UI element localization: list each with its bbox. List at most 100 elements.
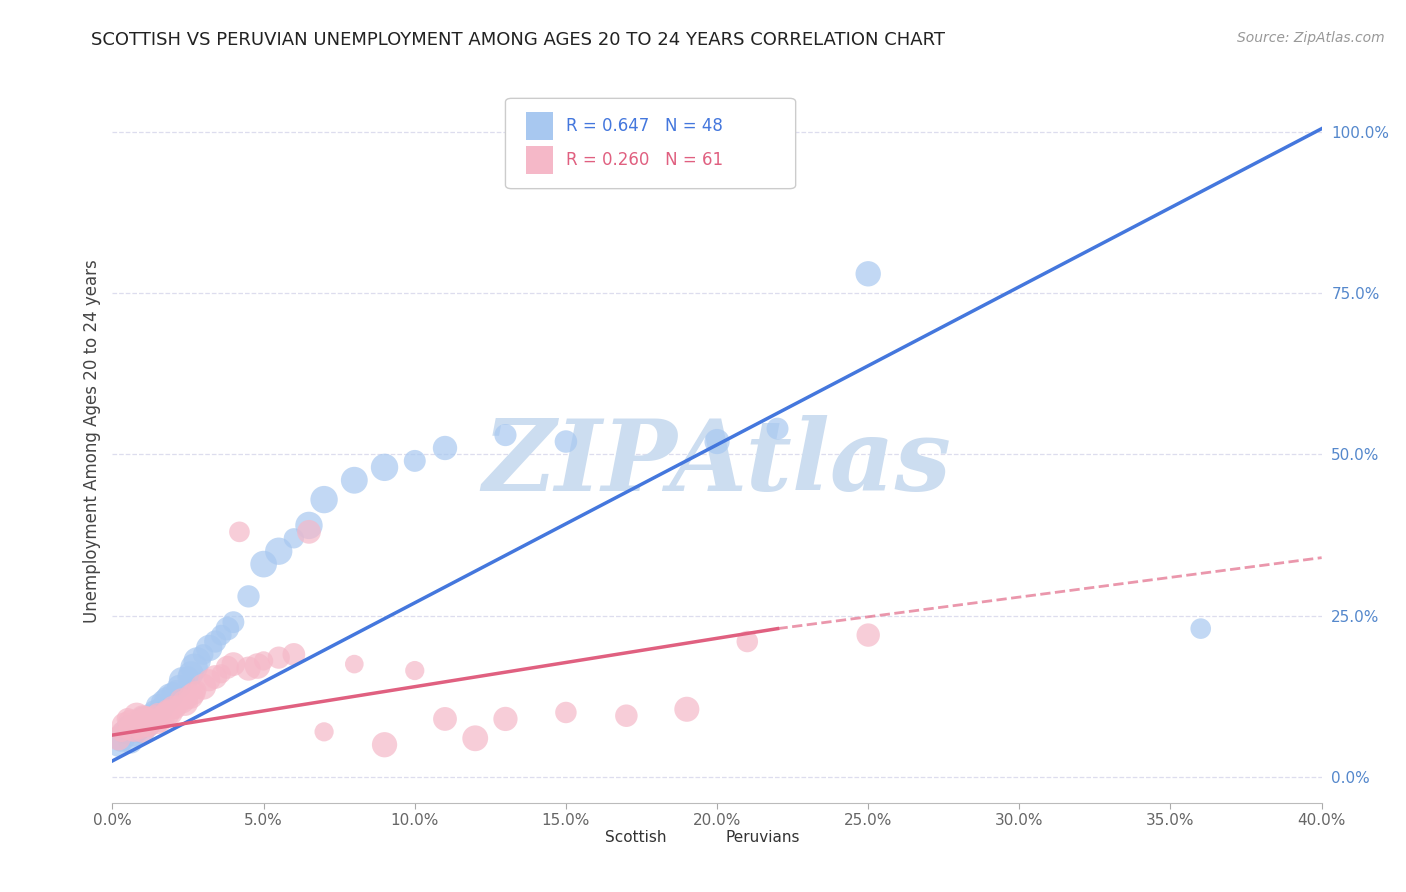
Point <box>156 702 179 716</box>
Point <box>404 454 426 468</box>
Text: Source: ZipAtlas.com: Source: ZipAtlas.com <box>1237 31 1385 45</box>
Point <box>222 657 245 672</box>
FancyBboxPatch shape <box>526 112 553 140</box>
FancyBboxPatch shape <box>526 145 553 174</box>
Point <box>156 706 179 721</box>
Point <box>143 708 166 723</box>
Point <box>107 738 129 752</box>
Point <box>138 720 160 734</box>
Point <box>314 724 336 739</box>
Point <box>114 718 136 732</box>
Point <box>125 722 148 736</box>
Point <box>135 708 157 723</box>
Point <box>186 654 208 668</box>
Point <box>298 524 321 539</box>
Point <box>128 715 150 730</box>
Point <box>737 634 759 648</box>
Point <box>238 662 260 676</box>
Point <box>204 634 226 648</box>
Point <box>177 692 200 706</box>
Point <box>217 622 239 636</box>
Point <box>554 706 576 720</box>
Point <box>706 434 728 449</box>
Point <box>183 686 205 700</box>
Point <box>141 708 163 723</box>
Point <box>138 711 160 725</box>
Point <box>433 441 456 455</box>
Point <box>122 728 145 742</box>
Point <box>128 722 150 736</box>
Point <box>283 531 305 545</box>
Point <box>766 422 789 436</box>
Point <box>253 557 276 571</box>
Point <box>495 428 517 442</box>
Point <box>153 696 176 710</box>
Text: Peruvians: Peruvians <box>725 830 800 845</box>
Point <box>204 670 226 684</box>
Point <box>153 711 176 725</box>
Point <box>162 700 184 714</box>
Point <box>117 718 139 732</box>
Point <box>374 460 396 475</box>
Point <box>495 712 517 726</box>
Point <box>146 717 169 731</box>
Point <box>856 628 880 642</box>
Point <box>554 434 576 449</box>
Y-axis label: Unemployment Among Ages 20 to 24 years: Unemployment Among Ages 20 to 24 years <box>83 260 101 624</box>
Text: ZIPAtlas: ZIPAtlas <box>482 415 952 511</box>
Point <box>217 660 239 674</box>
Point <box>174 696 197 710</box>
Point <box>404 664 426 678</box>
Point <box>138 718 160 732</box>
Point <box>149 702 172 716</box>
Point <box>162 686 184 700</box>
Point <box>267 544 290 558</box>
Point <box>246 659 269 673</box>
Point <box>156 692 179 706</box>
Point <box>675 702 697 716</box>
Point <box>374 738 396 752</box>
Point <box>117 712 139 726</box>
Point <box>146 706 169 721</box>
Point <box>314 492 336 507</box>
Point <box>132 712 155 726</box>
Point <box>143 706 166 720</box>
FancyBboxPatch shape <box>572 821 599 847</box>
Point <box>167 698 190 712</box>
Point <box>183 660 205 674</box>
Point <box>267 650 290 665</box>
Point <box>146 699 169 714</box>
Point <box>343 657 366 672</box>
Point <box>238 590 260 604</box>
Point <box>464 731 486 746</box>
Point <box>125 708 148 723</box>
Point <box>228 524 250 539</box>
Point <box>177 670 200 684</box>
Point <box>135 717 157 731</box>
Point <box>159 690 181 704</box>
Point <box>186 682 208 697</box>
Point <box>125 718 148 732</box>
Point <box>856 267 880 281</box>
Point <box>198 673 221 688</box>
Point <box>198 640 221 655</box>
Point <box>120 715 142 730</box>
Point <box>107 731 129 746</box>
Point <box>165 682 187 697</box>
Point <box>114 724 136 739</box>
Point <box>132 711 155 725</box>
Point <box>343 473 366 487</box>
Point <box>128 713 150 727</box>
Text: R = 0.260   N = 61: R = 0.260 N = 61 <box>565 151 723 169</box>
Point <box>170 673 193 688</box>
FancyBboxPatch shape <box>506 98 796 189</box>
Point <box>616 708 638 723</box>
FancyBboxPatch shape <box>693 821 720 847</box>
Point <box>132 723 155 738</box>
Point <box>209 666 232 681</box>
Text: Scottish: Scottish <box>605 830 666 845</box>
Point <box>149 708 172 723</box>
Point <box>298 518 321 533</box>
Point <box>165 702 187 716</box>
Point <box>1189 622 1212 636</box>
